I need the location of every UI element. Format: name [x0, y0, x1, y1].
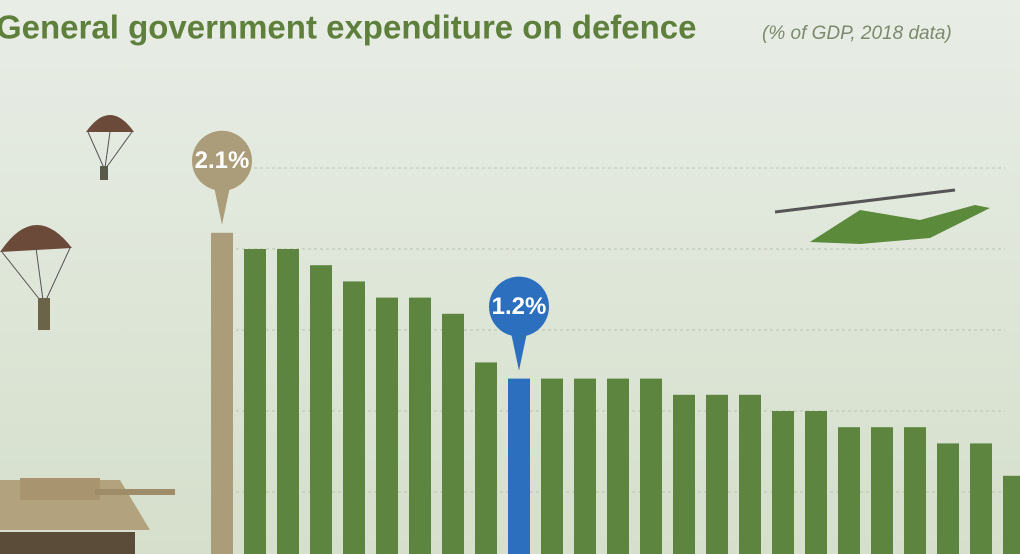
bar — [871, 427, 893, 554]
callout-bubble — [214, 186, 230, 225]
bar — [937, 443, 959, 554]
bar — [970, 443, 992, 554]
bar — [310, 265, 332, 554]
bar — [442, 313, 464, 554]
decorations — [0, 115, 990, 554]
chart-title: General government expenditure on defenc… — [0, 9, 697, 46]
callout-bubble — [511, 332, 527, 371]
bar — [211, 232, 233, 554]
bar — [343, 281, 365, 554]
bar — [376, 297, 398, 554]
bar — [607, 378, 629, 554]
callout-bubble — [192, 130, 252, 191]
bar — [805, 411, 827, 554]
data-label: 2.1% — [195, 147, 250, 174]
bar — [409, 297, 431, 554]
data-label: 1.2% — [492, 293, 547, 320]
bar — [673, 394, 695, 554]
bar — [244, 249, 266, 554]
bar — [1003, 475, 1020, 554]
bar — [277, 249, 299, 554]
bar — [838, 427, 860, 554]
bar — [772, 411, 794, 554]
bar — [475, 362, 497, 554]
bar — [541, 378, 563, 554]
bar — [904, 427, 926, 554]
bar — [574, 378, 596, 554]
bar — [739, 394, 761, 554]
bar — [640, 378, 662, 554]
callout-bubble — [489, 276, 549, 337]
bar — [706, 394, 728, 554]
chart-subtitle: (% of GDP, 2018 data) — [762, 23, 952, 44]
bar — [508, 378, 530, 554]
